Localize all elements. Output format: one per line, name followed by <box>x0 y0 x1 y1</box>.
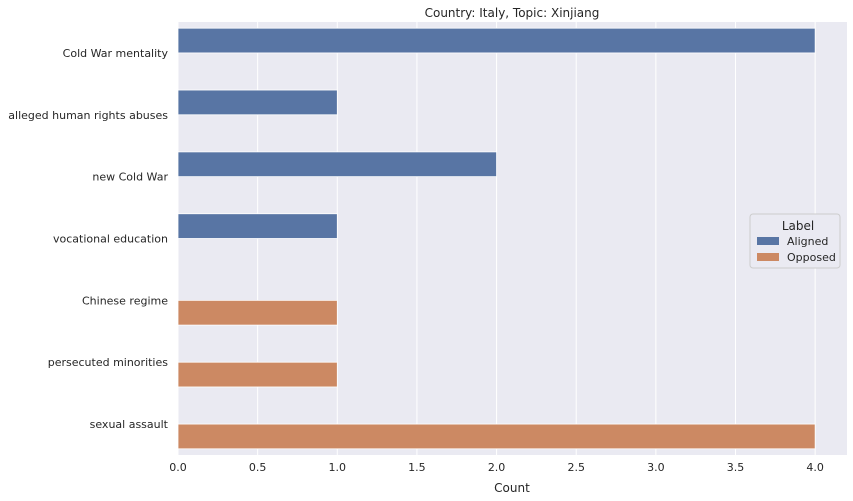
x-tick-label: 3.0 <box>647 461 665 474</box>
y-category-label: alleged human rights abuses <box>8 109 168 122</box>
y-category-label: sexual assault <box>90 418 169 431</box>
x-tick-labels: 0.0 0.5 1.0 1.5 2.0 2.5 3.0 3.5 4.0 <box>169 461 824 474</box>
chart-title: Country: Italy, Topic: Xinjiang <box>425 6 600 20</box>
x-axis-label: Count <box>494 481 530 495</box>
y-category-label: persecuted minorities <box>48 356 169 369</box>
x-tick-label: 2.5 <box>567 461 585 474</box>
legend-title: Label <box>782 219 814 233</box>
legend: Label Aligned Opposed <box>749 213 841 269</box>
bar-aligned <box>177 89 338 116</box>
x-tick-label: 4.0 <box>806 461 824 474</box>
x-tick-label: 0.0 <box>169 461 187 474</box>
legend-label-aligned: Aligned <box>787 235 828 248</box>
y-category-labels: Cold War mentality alleged human rights a… <box>8 47 168 431</box>
y-category-label: new Cold War <box>92 171 168 184</box>
x-tick-label: 1.0 <box>329 461 347 474</box>
bars <box>177 27 816 450</box>
legend-swatch-opposed <box>757 253 779 261</box>
x-tick-label: 3.5 <box>727 461 745 474</box>
y-category-label: Chinese regime <box>82 294 168 307</box>
bar-aligned <box>177 213 338 239</box>
bar-aligned <box>177 151 497 178</box>
y-category-label: Cold War mentality <box>63 47 169 60</box>
bar-opposed <box>177 423 816 450</box>
bar-opposed <box>177 361 338 388</box>
legend-label-opposed: Opposed <box>787 251 836 264</box>
bar-aligned <box>177 27 816 54</box>
y-category-label: vocational education <box>53 233 168 246</box>
x-tick-label: 0.5 <box>249 461 267 474</box>
legend-swatch-aligned <box>757 237 779 245</box>
bar-opposed <box>177 299 338 326</box>
x-tick-label: 1.5 <box>408 461 426 474</box>
x-tick-label: 2.0 <box>488 461 506 474</box>
